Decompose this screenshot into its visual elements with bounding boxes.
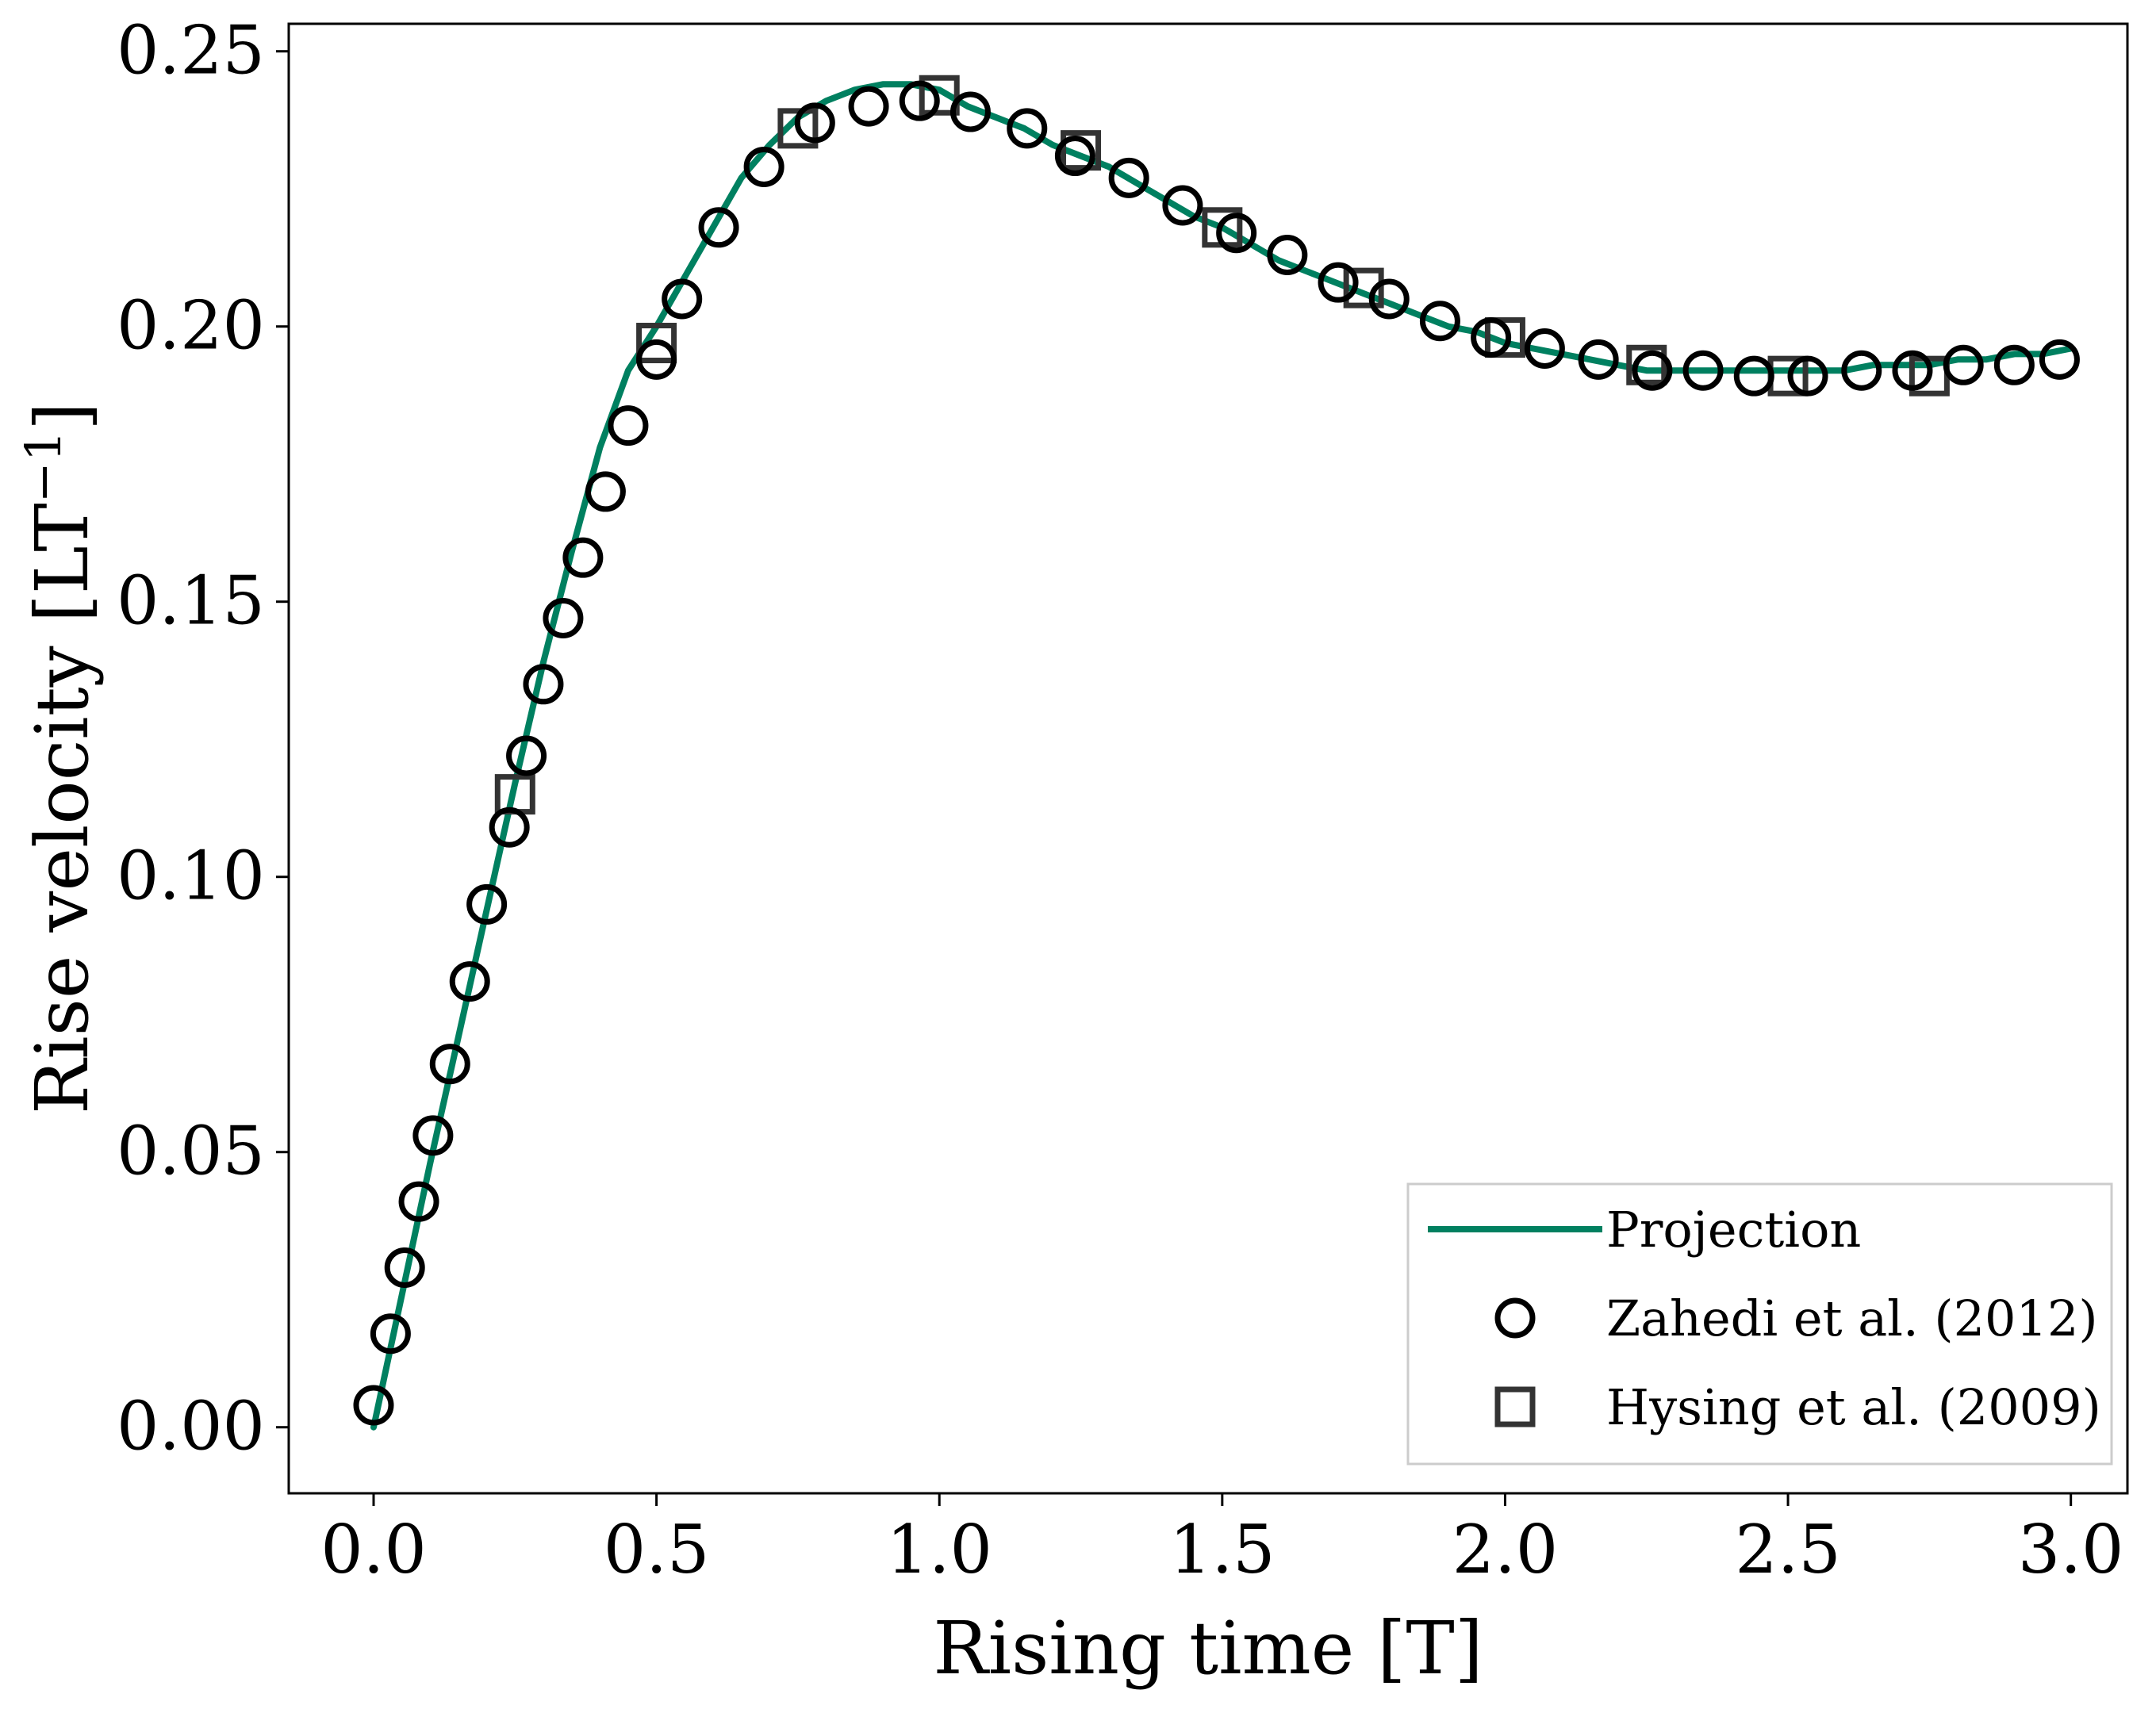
zahedi-data-point [523, 664, 564, 705]
zahedi-data-point [949, 91, 991, 132]
zahedi-data-point [636, 339, 677, 380]
y-axis-ticks: 0.00 0.05 0.10 0.15 0.20 0.25 [117, 12, 289, 1466]
zahedi-data-point [1841, 350, 1882, 391]
zahedi-data-point [1733, 355, 1774, 397]
legend-label-projection: Projection [1606, 1201, 1861, 1259]
zahedi-data-point [899, 80, 940, 121]
zahedi-data-point [412, 1115, 454, 1156]
zahedi-data-point [1007, 108, 1048, 149]
zahedi-data-point [353, 1385, 394, 1426]
legend-label-zahedi: Zahedi et al. (2012) [1606, 1289, 2098, 1347]
plot-area: 0.0 0.5 1.0 1.5 2.0 2.5 3.0 0.000.050.100.150.… [117, 12, 2129, 1588]
zahedi-data-point [662, 278, 703, 320]
zahedi-data-point [1524, 328, 1565, 369]
y-axis-title-main: Rise velocity [LT [20, 503, 105, 1114]
zahedi-data-point [429, 1044, 470, 1085]
zahedi-data-point [1943, 344, 1984, 385]
y-tick-label: 0.00 [117, 1388, 265, 1466]
zahedi-data-point [370, 1313, 411, 1355]
zahedi-data-point [794, 102, 835, 144]
hysing-data-point [777, 108, 819, 149]
zahedi-data-point [562, 537, 604, 578]
zahedi-data-point [466, 883, 508, 925]
zahedi-data-point [1471, 317, 1512, 358]
zahedi-data-point [848, 86, 889, 127]
legend-label-hysing: Hysing et al. (2009) [1606, 1378, 2101, 1436]
zahedi-data-point [1216, 213, 1257, 254]
x-tick-label: 3.0 [2018, 1511, 2124, 1588]
zahedi-data-point [585, 471, 626, 512]
zahedi-data-point [698, 207, 739, 248]
y-tick-label: 0.15 [117, 562, 265, 640]
x-tick-label: 1.0 [886, 1511, 992, 1588]
hysing-data-point [1061, 130, 1102, 171]
zahedi-data-point [2039, 339, 2080, 380]
hysing-data-point [1343, 267, 1384, 308]
zahedi-data-point [449, 961, 490, 1002]
zahedi-data-point [543, 598, 584, 639]
zahedi-data-point [506, 735, 547, 776]
hysing-data-point [1626, 344, 1667, 385]
x-axis-ticks: 0.0 0.5 1.0 1.5 2.0 2.5 3.0 [320, 1493, 2123, 1588]
legend-marker-hysing [1494, 1386, 1536, 1427]
zahedi-data-point [1054, 136, 1095, 177]
x-axis-title: Rising time [T] [933, 1606, 1483, 1691]
y-axis-title-exponent: −1 [14, 431, 72, 503]
zahedi-data-point [1318, 262, 1359, 303]
hysing-data-point [636, 323, 677, 364]
zahedi-data-point [1787, 355, 1828, 397]
legend: Projection Zahedi et al. (2012) Hysing e… [1406, 1182, 2113, 1466]
zahedi-data-point [1108, 157, 1149, 198]
zahedi-data-point [1267, 234, 1308, 275]
x-tick-label: 2.5 [1735, 1511, 1841, 1588]
y-axis-title-close: ] [20, 402, 105, 431]
axes-frame [287, 22, 2129, 1495]
zahedi-data-point [1682, 350, 1724, 391]
series-layer [353, 75, 2080, 1431]
zahedi-data-point [1632, 350, 1673, 391]
zahedi-data-point [1578, 339, 1619, 380]
y-tick-label: 0.20 [117, 287, 265, 365]
zahedi-data-point [1419, 301, 1460, 342]
x-tick-label: 1.5 [1169, 1511, 1276, 1588]
zahedi-data-point [1162, 185, 1203, 226]
legend-marker-zahedi [1494, 1297, 1536, 1339]
zahedi-data-point [743, 146, 785, 187]
x-tick-label: 0.0 [320, 1511, 427, 1588]
y-axis-title: Rise velocity [LT−1] [14, 402, 105, 1114]
zahedi-data-point [1993, 344, 2035, 385]
zahedi-data-point [1892, 350, 1933, 391]
y-tick-label: 0.25 [117, 12, 265, 90]
hysing-data-point [919, 75, 960, 116]
zahedi-data-point [608, 405, 649, 446]
y-tick-label: 0.10 [117, 837, 265, 915]
zahedi-data-point [384, 1247, 425, 1288]
zahedi-data-point [1368, 278, 1410, 320]
hysing-data-point [1484, 317, 1525, 358]
y-tick-label: 0.05 [117, 1113, 265, 1190]
zahedi-data-point [398, 1181, 439, 1222]
x-tick-label: 0.5 [604, 1511, 710, 1588]
zahedi-data-point [489, 807, 530, 848]
x-tick-label: 2.0 [1452, 1511, 1559, 1588]
